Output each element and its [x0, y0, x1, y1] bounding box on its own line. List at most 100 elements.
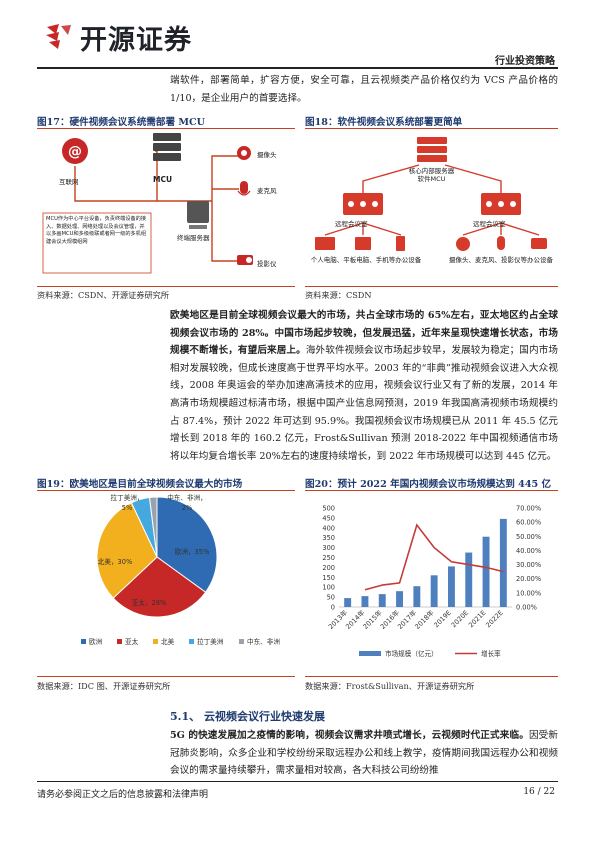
fig19-bottom-rule [37, 676, 295, 677]
x-tick-label: 2019E [432, 609, 452, 629]
x-tick-label: 2018年 [413, 608, 436, 631]
footer-disclaimer: 请务必参阅正文之后的信息披露和法律声明 [37, 790, 209, 800]
pie-label-4: 拉丁美洲， [111, 493, 144, 502]
fig17-title: 图17：硬件视频会议系统需部署 MCU [37, 117, 206, 128]
fig19-title: 图19：欧美地区是目前全球视频会议最大的市场 [37, 479, 243, 490]
bar-10 [499, 518, 507, 607]
section-paragraph: 5G 的快速发展加之疫情的影响，视频会议需求井喷式增长，云视频时代正式来临。因受… [170, 727, 558, 780]
fig17-source: 资料来源：CSDN、开源证券研究所 [37, 290, 170, 300]
y-left-tick: 500 [322, 505, 335, 513]
fig18-source: 资料来源：CSDN [305, 290, 372, 300]
phone-icon [396, 236, 405, 251]
fig18-diagram: 核心内部服务器 软件MCU 远程会议室 远程会议室 个人电脑、平板电脑、手机等办… [305, 131, 558, 283]
fig19-source: 数据来源：IDC 图、开源证券研究所 [37, 681, 171, 691]
mcu-device-icon [153, 133, 181, 141]
y-left-tick: 50 [327, 594, 335, 602]
fig18-bottom-rule [305, 286, 558, 287]
legend-label-2: 亚太 [125, 637, 139, 646]
server-icon [187, 201, 209, 223]
conference-room-right-icon [481, 193, 521, 215]
bar-6 [430, 575, 438, 607]
legend-label-bar: 市场规模（亿元） [385, 649, 438, 658]
pie-slice-2 [112, 556, 207, 618]
pie-label-5: 中东、非洲， [167, 493, 207, 502]
report-type: 行业投资策略 [495, 56, 555, 67]
y-right-tick: 40.00% [516, 547, 541, 555]
footer-divider [37, 781, 558, 782]
legend-label-3: 北美 [161, 637, 175, 646]
mcu-note-box [42, 212, 152, 274]
y-left-tick: 150 [322, 574, 335, 582]
y-left-tick: 200 [322, 564, 335, 572]
section-heading: 5.1、 云视频会议行业快速发展 [170, 708, 325, 724]
svg-text:@: @ [68, 144, 82, 160]
y-right-tick: 50.00% [516, 533, 541, 541]
y-left-tick: 400 [322, 524, 335, 532]
y-right-tick: 60.00% [516, 519, 541, 527]
camera-label: 摄像头 [257, 151, 277, 159]
room-right-label: 远程会议室 [473, 220, 506, 228]
fig20-source: 数据来源：Frost&Sullivan、开源证券研究所 [305, 681, 475, 691]
mic-icon [240, 181, 248, 194]
intro-paragraph: 端软件，部署简单，扩容方便，安全可靠，且云视频类产品价格仅约为 VCS 产品价格… [170, 75, 558, 104]
x-tick-label: 2022E [484, 609, 504, 629]
fig18-top-rule [305, 128, 558, 129]
pie-label-value-4: 5% [122, 504, 132, 512]
internet-label: 互联网 [59, 178, 79, 186]
x-tick-label: 2021E [467, 609, 487, 629]
legend-label-1: 欧洲 [89, 637, 103, 646]
mcu-label: MCU [153, 175, 173, 184]
pie-label-value-5: 2% [182, 504, 192, 512]
fig17-top-rule [37, 128, 295, 129]
y-left-tick: 100 [322, 584, 335, 592]
tablet-icon [355, 237, 371, 250]
y-left-tick: 350 [322, 534, 335, 542]
legend-swatch-2 [117, 639, 122, 644]
pie-label-2: 亚太，28% [132, 598, 166, 607]
legend-swatch-4 [189, 639, 194, 644]
server-label: 核心内部服务器 [408, 167, 455, 175]
pie-slice-5 [148, 496, 158, 558]
pie-label-3: 北美，30% [98, 557, 132, 566]
brand-logo-icon [46, 24, 71, 49]
market-paragraph-lead: 欧美地区是目前全球视频会议最大的市场，共占全球市场的 65%左右，亚太地区约占全… [170, 310, 558, 357]
fig20-bottom-rule [305, 676, 558, 677]
y-right-tick: 30.00% [516, 561, 541, 569]
bar-1 [344, 598, 352, 607]
pie-slice-1 [156, 496, 218, 593]
bar-2 [361, 596, 369, 607]
internet-icon [62, 138, 88, 164]
conference-room-left-icon [343, 193, 383, 215]
y-right-tick: 10.00% [516, 589, 541, 597]
camera-icon [456, 237, 470, 251]
bar-7 [447, 566, 455, 607]
legend-swatch-5 [239, 639, 244, 644]
fig19-top-rule [37, 490, 295, 491]
projector-label: 投影仪 [257, 260, 277, 268]
devices-right-label: 摄像头、麦克风、投影仪等办公设备 [449, 256, 553, 264]
y-right-tick: 20.00% [516, 575, 541, 583]
pie-slice-3 [96, 502, 158, 599]
legend-swatch-3 [153, 639, 158, 644]
projector-icon [531, 238, 547, 249]
mic-icon [497, 236, 505, 250]
mic-label: 麦克风 [257, 187, 277, 195]
y-left-tick: 300 [322, 544, 335, 552]
legend-swatch-bar [359, 651, 381, 656]
y-right-tick: 0.00% [516, 604, 537, 612]
mcu-note-text: MCU作为中心平台设备，负责终端设备的接入、数据处理、网络处理以及会议管理，并以… [46, 216, 147, 245]
y-right-tick: 70.00% [516, 505, 541, 513]
section-paragraph-body: 因受新冠肺炎影响，众多企业和学校纷纷采取远程办公和线上教学，疫情期间我国远程办公… [170, 730, 558, 777]
bar-3 [378, 594, 386, 607]
y-left-tick: 450 [322, 514, 335, 522]
fig17-diagram: @ 互联网 MCU 终端服务器 摄像头 麦克风 投影仪 MCU作为中心平台设备，… [37, 131, 295, 283]
section-title: 云视频会议行业快速发展 [203, 710, 325, 723]
fig20-top-rule [305, 490, 558, 491]
page-number: 16 / 22 [523, 787, 555, 797]
pc-icon [315, 237, 335, 250]
x-tick-label: 2020E [450, 609, 470, 629]
software-mcu-label: 软件MCU [417, 175, 446, 183]
bar-4 [396, 591, 404, 607]
brand-name: 开源证券 [80, 25, 192, 56]
